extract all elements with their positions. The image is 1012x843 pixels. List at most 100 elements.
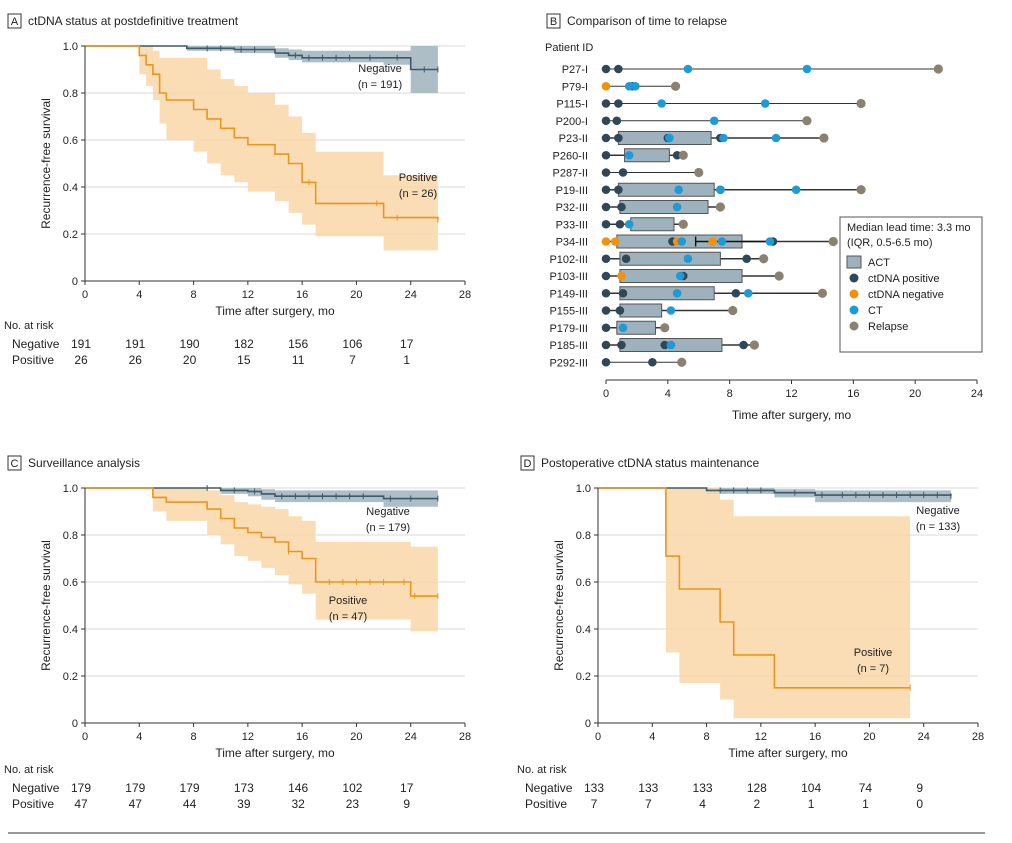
y-tick-label: 0.8: [63, 530, 78, 542]
y-tick-label: 1.0: [63, 41, 78, 53]
relapse-dot: [678, 219, 688, 229]
ct-dot: [743, 288, 753, 298]
y-tick-label: 0.6: [63, 577, 78, 589]
risk-value: 190: [180, 337, 200, 351]
patient-id: P155-III: [549, 306, 588, 318]
risk-value: 179: [180, 781, 200, 795]
ctdna-positive-dot: [615, 306, 625, 315]
x-tick-label: 24: [971, 388, 983, 400]
ct-dot: [760, 99, 770, 108]
patient-id: P23-II: [559, 133, 588, 145]
patient-row: P79-I: [562, 81, 681, 93]
km-plot: Negative (n = 133) Positive (n = 7) 0 0.2 0.4 0…: [517, 483, 984, 811]
series-label: (n = 179): [366, 522, 410, 534]
x-tick-label: 16: [296, 289, 308, 301]
y-tick-label: 0.4: [63, 624, 78, 636]
risk-value: 15: [237, 353, 251, 367]
x-tick-label: 20: [909, 388, 921, 400]
timeline-plot: Patient ID P27-I P79-I P115-I P200-I P23-II P2…: [545, 42, 983, 422]
ctdna-negative-dot: [601, 237, 611, 246]
ctdna-positive-dot: [742, 254, 751, 264]
patient-row: P155-III: [549, 303, 738, 318]
legend-label: Relapse: [868, 321, 908, 333]
patient-row: P115-I: [556, 99, 866, 111]
patient-row: P27-I: [562, 64, 943, 76]
risk-row-label: Positive: [12, 353, 54, 367]
patient-id: P102-III: [549, 254, 588, 266]
legend-dot: [849, 305, 859, 315]
ctdna-positive-dot: [618, 288, 628, 298]
ctdna-positive-dot: [614, 185, 623, 195]
y-tick-label: 0: [585, 718, 591, 730]
y-tick-label: 1.0: [576, 483, 591, 495]
panel-title: Surveillance analysis: [28, 456, 140, 470]
series-label: Positive: [399, 172, 438, 184]
ctdna-positive-dot: [660, 340, 670, 350]
x-tick-label: 12: [242, 289, 254, 301]
ctdna-positive-dot: [601, 254, 611, 264]
ctdna-positive-dot: [617, 340, 626, 350]
risk-value: 156: [288, 337, 308, 351]
patient-id: P287-II: [553, 168, 588, 180]
ctdna-positive-dot: [614, 64, 623, 74]
ct-dot: [683, 254, 693, 264]
risk-value: 9: [916, 781, 923, 795]
positive-ci-band: [85, 46, 438, 251]
x-tick-label: 0: [603, 388, 609, 400]
relapse-dot: [670, 81, 681, 91]
x-tick-label: 24: [918, 731, 930, 743]
x-tick-label: 20: [350, 289, 362, 301]
x-tick-label: 8: [191, 289, 197, 301]
y-tick-label: 0: [72, 718, 78, 730]
ct-dot: [716, 185, 725, 195]
legend-dot: [849, 289, 859, 299]
patient-id: P19-III: [556, 185, 588, 197]
ct-dot: [657, 99, 666, 108]
risk-value: 191: [125, 337, 145, 351]
risk-row-label: Positive: [12, 797, 54, 811]
x-tick-label: 4: [665, 388, 671, 400]
positive-survival-line: [85, 45, 439, 220]
ct-dot: [719, 133, 728, 143]
act-box: [624, 148, 670, 163]
ctdna-positive-dot: [601, 202, 611, 212]
legend-title: Median lead time: 3.3 mo: [847, 222, 971, 234]
x-tick-label: 4: [136, 731, 142, 743]
risk-value: 47: [129, 797, 143, 811]
patient-id: P260-II: [553, 150, 588, 162]
ctdna-positive-dot: [601, 99, 611, 108]
series-label: (n = 7): [857, 663, 889, 675]
ct-dot: [674, 185, 683, 195]
y-tick-label: 0.8: [63, 88, 78, 100]
y-tick-label: 0.4: [63, 182, 78, 194]
legend-box: [839, 216, 983, 353]
x-tick-label: 12: [755, 731, 767, 743]
risk-value: 20: [183, 353, 197, 367]
x-tick-label: 4: [136, 289, 142, 301]
panel-letter-box: [520, 455, 535, 471]
risk-value: 133: [693, 781, 713, 795]
risk-value: 11: [292, 353, 305, 367]
risk-table-header: No. at risk: [4, 320, 54, 332]
risk-value: 1: [808, 797, 815, 811]
patient-id: P32-III: [556, 202, 588, 214]
ct-dot: [666, 340, 676, 350]
risk-table-header: No. at risk: [517, 764, 567, 776]
ctdna-positive-dot: [601, 185, 611, 195]
x-tick-label: 12: [242, 731, 254, 743]
ct-dot: [802, 64, 812, 74]
risk-value: 182: [234, 337, 254, 351]
ct-dot: [618, 323, 628, 333]
panel-title: ctDNA status at postdefinitive treatment: [28, 14, 239, 28]
ctdna-negative-dot: [601, 81, 611, 91]
patient-row: P200-I: [556, 116, 812, 128]
ct-dot: [709, 116, 719, 126]
risk-value: 128: [747, 781, 767, 795]
x-tick-label: 24: [405, 731, 417, 743]
risk-value: 146: [288, 781, 308, 795]
patient-id: P33-III: [556, 219, 588, 231]
act-box: [616, 320, 656, 335]
ctdna-positive-dot: [731, 288, 741, 298]
x-axis-label: Time after surgery, mo: [215, 304, 335, 318]
relapse-dot: [933, 64, 943, 74]
